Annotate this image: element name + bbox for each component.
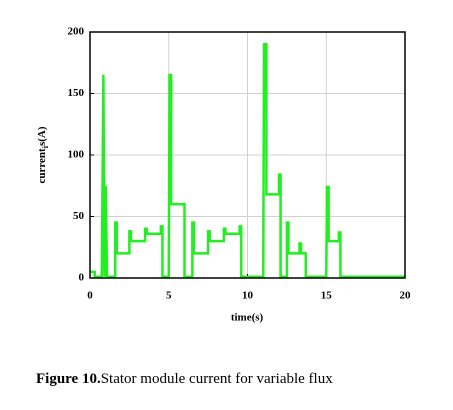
y-axis-label: currentis(A) — [36, 126, 51, 183]
y-tick-label: 200 — [68, 26, 85, 38]
plot-frame — [89, 31, 406, 279]
caption: Figure 10.Stator module current for vari… — [36, 371, 333, 387]
y-label-suffix: s(A) — [36, 126, 48, 146]
y-label-sub: i — [41, 145, 50, 148]
caption-label: Figure 10. — [36, 371, 101, 387]
y-tick-label: 0 — [79, 272, 85, 284]
y-label-main: current — [36, 148, 48, 184]
x-tick-label: 0 — [87, 290, 93, 302]
x-axis-label: time(s) — [231, 312, 264, 324]
y-tick-label: 150 — [68, 87, 85, 99]
x-tick-label: 5 — [166, 290, 172, 302]
x-tick-label: 15 — [321, 290, 333, 302]
caption-text: Stator module current for variable flux — [101, 371, 334, 387]
data-line — [90, 43, 405, 279]
y-tick-label: 50 — [73, 210, 85, 222]
y-tick-label: 100 — [68, 149, 85, 161]
x-tick-label: 10 — [242, 290, 254, 302]
x-tick-label: 20 — [400, 290, 412, 302]
